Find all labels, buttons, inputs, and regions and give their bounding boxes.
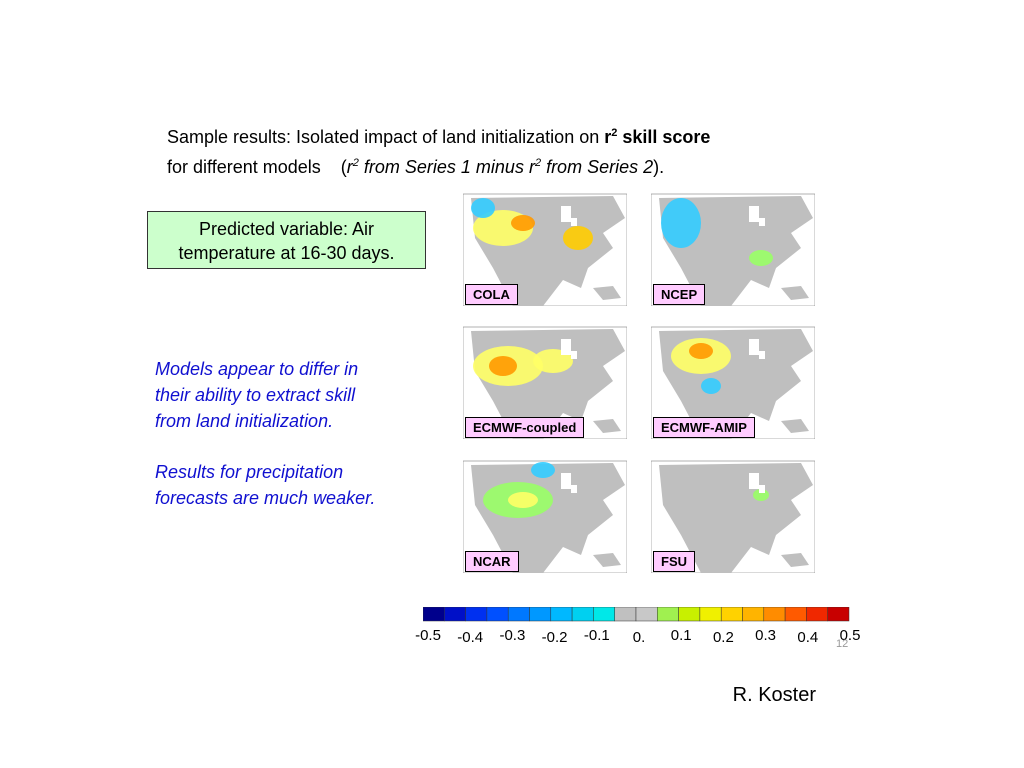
- title-text: r: [346, 157, 353, 177]
- note-line: Models appear to differ in: [155, 359, 359, 379]
- colorbar-swatch: [720, 607, 743, 622]
- model-label: ECMWF-coupled: [465, 417, 585, 438]
- colorbar-swatch: [635, 607, 658, 622]
- colorbar-swatch: [784, 607, 807, 622]
- model-label: COLA: [465, 284, 518, 305]
- colorbar-label: 0.1: [670, 627, 692, 644]
- colorbar-swatch: [657, 607, 679, 622]
- title-text: skill score: [617, 127, 711, 147]
- note: Results for precipitation forecasts are …: [155, 459, 375, 511]
- colorbar: [423, 607, 850, 622]
- page-number: 12: [836, 638, 849, 650]
- title-text: 2: [534, 157, 542, 169]
- colorbar-swatch: [742, 607, 765, 622]
- colorbar-swatch: [806, 607, 828, 622]
- title-text: ).: [653, 157, 665, 177]
- colorbar-swatch: [423, 607, 445, 622]
- colorbar-labels: -0.5 -0.4 -0.3 -0.2 -0.1 0. 0.1 0.2 0.3 0.4 0.5: [410, 627, 870, 647]
- model-label: NCEP: [653, 284, 706, 305]
- map: [463, 193, 627, 306]
- model-label: NCAR: [465, 551, 519, 572]
- note-line: forecasts are much weaker.: [155, 488, 376, 508]
- colorbar-swatch: [827, 607, 850, 622]
- colorbar-label: 0.5: [839, 627, 861, 644]
- colorbar-label: 0.4: [797, 629, 819, 646]
- model-label: FSU: [653, 551, 695, 572]
- title-text: 2: [611, 127, 618, 139]
- box-text: temperature at 16-30 days.: [178, 243, 395, 263]
- colorbar-swatch: [550, 607, 573, 622]
- colorbar-swatch: [465, 607, 488, 622]
- colorbar-swatch: [571, 607, 594, 622]
- note-line: from land initialization.: [155, 411, 334, 431]
- colorbar-swatch: [614, 607, 637, 622]
- note-line: Results for precipitation: [155, 462, 344, 482]
- colorbar-label: -0.5: [415, 627, 441, 644]
- colorbar-label: -0.4: [457, 629, 484, 646]
- title-text: (: [340, 157, 347, 177]
- colorbar-label: -0.2: [541, 629, 568, 646]
- author: R. Koster: [732, 684, 816, 706]
- title-text: from Series 1 minus r: [358, 157, 535, 177]
- slide-title: Sample results: Isolated impact of land …: [167, 120, 710, 180]
- title-text: r: [604, 127, 612, 147]
- colorbar-swatch: [507, 607, 530, 622]
- note: Models appear to differ in their ability…: [155, 356, 358, 434]
- box-text: Predicted variable: Air: [198, 219, 375, 239]
- colorbar-label: 0.3: [755, 627, 777, 644]
- colorbar-swatch: [444, 607, 466, 622]
- map: [651, 460, 815, 573]
- colorbar-label: -0.3: [499, 627, 526, 644]
- colorbar-swatch: [529, 607, 552, 622]
- colorbar-swatch: [763, 607, 786, 622]
- title-text: for different models: [167, 157, 321, 177]
- colorbar-label: 0.2: [712, 629, 734, 646]
- colorbar-swatch: [699, 607, 722, 622]
- title-text: 2: [352, 157, 359, 169]
- model-label: ECMWF-AMIP: [653, 417, 755, 438]
- colorbar-swatch: [593, 607, 615, 622]
- colorbar-label: -0.1: [583, 627, 610, 644]
- note-line: their ability to extract skill: [155, 385, 356, 405]
- variable-box: Predicted variable: Air temperature at 1…: [147, 211, 426, 269]
- map: [651, 193, 815, 306]
- colorbar-label: 0.: [632, 629, 646, 646]
- title-text: from Series 2: [541, 157, 654, 177]
- colorbar-swatch: [678, 607, 701, 622]
- title-text: Sample results: Isolated impact of land …: [167, 127, 605, 147]
- colorbar-swatch: [486, 607, 509, 622]
